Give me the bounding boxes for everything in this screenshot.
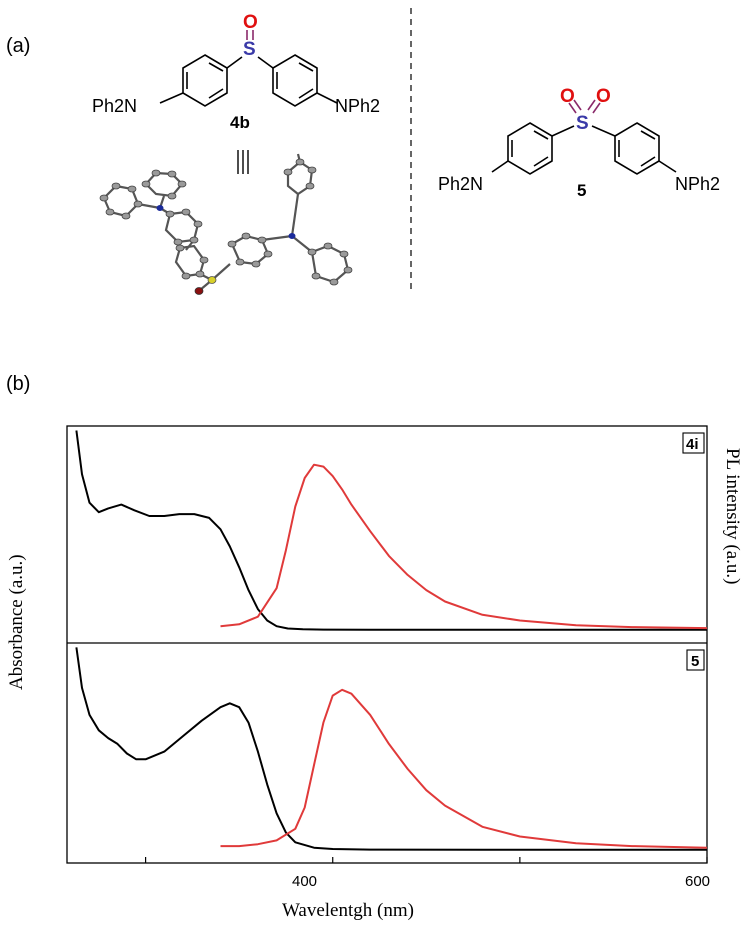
compound-5-structure	[491, 99, 677, 175]
ring-right-4b	[272, 54, 318, 107]
panel-5-absorbance-curve	[75, 647, 707, 851]
y-axis-title-right: PL intensity (a.u.)	[722, 448, 743, 585]
sulfur-atom-5: S	[576, 113, 589, 134]
ring-left-5	[507, 122, 553, 175]
compound-id-5: 5	[577, 181, 586, 200]
crystal-structure-drawing	[99, 153, 353, 295]
ring-left-4b	[182, 54, 228, 107]
panel-tag-box-top	[682, 432, 705, 454]
left-amine-4b: Ph2N	[92, 96, 137, 116]
oxygen-atom-5a: O	[560, 86, 575, 107]
sulfur-atom-4b: S	[243, 39, 256, 60]
right-amine-4b: NPh2	[335, 96, 380, 116]
x-tick-label-600: 600	[685, 873, 710, 890]
equivalence-symbol	[237, 150, 249, 174]
oxygen-atom-4b: O	[243, 12, 258, 33]
panel-tag-bottom: 5	[691, 653, 699, 670]
panel-4i-curves	[75, 430, 708, 631]
panel-5-curves	[75, 647, 708, 851]
compound-id-4b: 4b	[230, 113, 250, 132]
y-axis-title-left: Absorbance (a.u.)	[6, 554, 27, 690]
panel-tag-top: 4i	[686, 436, 699, 453]
panel-5-pl-curve	[220, 688, 708, 849]
panel-b-label: (b)	[6, 373, 31, 395]
x-axis-title: Wavelentgh (nm)	[282, 900, 414, 921]
spectra-chart: 4i 5 400 600 Wavelentgh (nm) Absorbance …	[6, 425, 743, 921]
panel-4i-pl-curve	[220, 463, 708, 630]
x-axis-ticks	[144, 857, 708, 863]
oxygen-atom-5b: O	[596, 86, 611, 107]
ring-right-5	[614, 122, 660, 175]
panel-4i-absorbance-curve	[75, 430, 707, 631]
right-amine-5: NPh2	[675, 174, 720, 194]
x-tick-label-400: 400	[292, 873, 317, 890]
compound-4b-structure	[159, 30, 338, 107]
panel-a-label: (a)	[6, 35, 31, 57]
left-amine-5: Ph2N	[438, 174, 483, 194]
panel-tag-box-bottom	[686, 649, 705, 671]
plot-frame	[66, 425, 708, 864]
